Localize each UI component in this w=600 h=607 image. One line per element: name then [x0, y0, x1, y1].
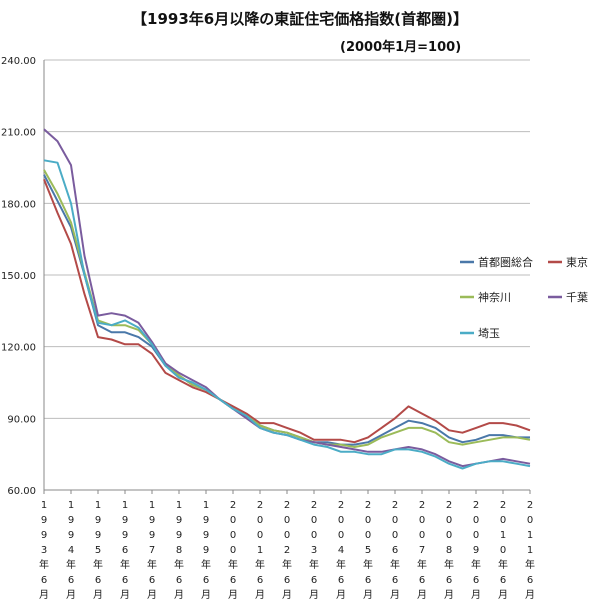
legend-label: 東京: [566, 255, 588, 269]
y-tick-label: 150.00: [1, 271, 36, 282]
legend-label: 首都圏総合: [478, 255, 533, 269]
y-tick-label: 180.00: [1, 199, 36, 210]
gridlines: [44, 59, 530, 491]
y-tick-label: 120.00: [1, 343, 36, 354]
legend-label: 埼玉: [478, 326, 500, 340]
series-line-2: [43, 179, 531, 444]
y-tick-labels: 60.00 90.00 120.00 150.00 180.00 210.00 240.00: [1, 56, 36, 497]
y-tick-label: 240.00: [1, 56, 36, 67]
y-tick-label: 60.00: [7, 486, 36, 497]
y-tick-label: 210.00: [1, 128, 36, 139]
series-line-5: [43, 159, 531, 470]
legend-label: 神奈川: [478, 290, 511, 304]
series-lines: [43, 128, 531, 470]
series-line-4: [43, 128, 531, 468]
legend-label: 千葉: [566, 290, 588, 304]
y-tick-label: 90.00: [7, 414, 36, 425]
series-line-1: [43, 174, 530, 446]
x-tick-labels: 1 9 9 3 年 6 月 1 9 9 4 年 6 月 1 9 9 5 年 6 月 1 9 9 6 年 6 月 1 9 9 7 年 6 月 1 9 9 8 年…: [39, 500, 535, 601]
axes: [43, 60, 531, 494]
chart-title: 【1993年6月以降の東証住宅価格指数(首都圏)】: [132, 10, 468, 28]
chart-subtitle: (2000年1月=100): [340, 40, 462, 55]
series-line-3: [43, 169, 531, 448]
